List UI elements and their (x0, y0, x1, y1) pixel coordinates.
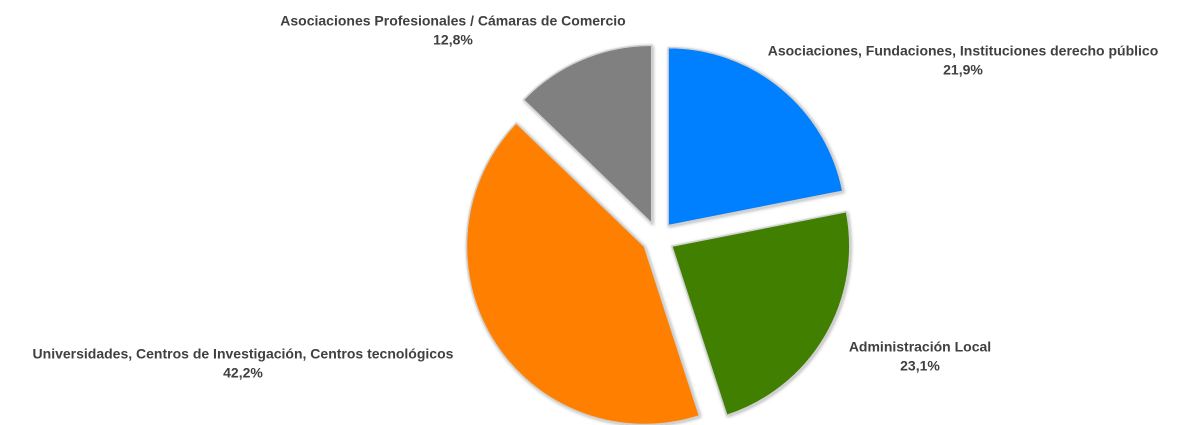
pie-slice (465, 121, 701, 425)
slice-value-label: 42,2% (223, 365, 263, 381)
slice-value-label: 12,8% (433, 32, 473, 48)
pie-slice (522, 44, 653, 226)
pie-slice (667, 46, 844, 227)
slice-label: Administración Local (849, 339, 991, 355)
slice-label: Asociaciones Profesionales / Cámaras de … (280, 13, 625, 29)
slice-label: Universidades, Centros de Investigación,… (33, 346, 454, 362)
slice-value-label: 23,1% (900, 358, 940, 374)
pie-slice (670, 210, 851, 417)
slice-label: Asociaciones, Fundaciones, Instituciones… (768, 43, 1159, 59)
slice-value-label: 21,9% (943, 62, 983, 78)
